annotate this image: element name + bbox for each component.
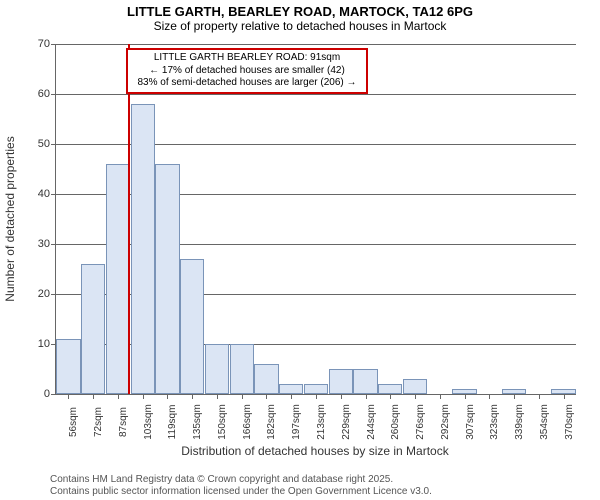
histogram-bar — [81, 264, 105, 394]
attribution-text: Contains HM Land Registry data © Crown c… — [50, 474, 432, 498]
xtick-mark — [118, 394, 119, 399]
histogram-bar — [403, 379, 427, 394]
xtick-mark — [390, 394, 391, 399]
annotation-line: LITTLE GARTH BEARLEY ROAD: 91sqm — [132, 52, 362, 65]
xtick-label: 135sqm — [192, 404, 203, 440]
gridline — [56, 94, 576, 95]
xtick-label: 276sqm — [415, 404, 426, 440]
xtick-label: 292sqm — [440, 404, 451, 440]
xtick-mark — [564, 394, 565, 399]
ytick-label: 40 — [38, 188, 56, 200]
ytick-label: 60 — [38, 88, 56, 100]
xtick-label: 323sqm — [489, 404, 500, 440]
xtick-mark — [266, 394, 267, 399]
ytick-label: 70 — [38, 38, 56, 50]
xtick-mark — [539, 394, 540, 399]
xtick-label: 354sqm — [539, 404, 550, 440]
histogram-bar — [279, 384, 303, 394]
xtick-mark — [242, 394, 243, 399]
xtick-label: 56sqm — [68, 407, 79, 437]
xtick-label: 244sqm — [366, 404, 377, 440]
histogram-bar — [180, 259, 204, 394]
xtick-mark — [366, 394, 367, 399]
xtick-label: 197sqm — [291, 404, 302, 440]
y-axis-label: Number of detached properties — [3, 136, 17, 301]
xtick-label: 87sqm — [118, 407, 129, 437]
xtick-label: 260sqm — [390, 404, 401, 440]
histogram-bar — [452, 389, 476, 394]
histogram-bar — [378, 384, 402, 394]
xtick-label: 150sqm — [217, 404, 228, 440]
xtick-label: 72sqm — [93, 407, 104, 437]
ytick-label: 10 — [38, 338, 56, 350]
xtick-mark — [489, 394, 490, 399]
xtick-label: 182sqm — [266, 404, 277, 440]
histogram-bar — [155, 164, 179, 394]
xtick-mark — [192, 394, 193, 399]
xtick-mark — [143, 394, 144, 399]
ytick-label: 50 — [38, 138, 56, 150]
histogram-bar — [304, 384, 328, 394]
xtick-mark — [341, 394, 342, 399]
xtick-mark — [167, 394, 168, 399]
histogram-bar — [551, 389, 575, 394]
histogram-bar — [131, 104, 155, 394]
annotation-line: 83% of semi-detached houses are larger (… — [132, 77, 362, 90]
property-marker-line — [128, 44, 130, 394]
xtick-mark — [514, 394, 515, 399]
xtick-label: 339sqm — [514, 404, 525, 440]
xtick-label: 307sqm — [465, 404, 476, 440]
histogram-bar — [502, 389, 526, 394]
property-size-histogram: LITTLE GARTH, BEARLEY ROAD, MARTOCK, TA1… — [0, 0, 600, 500]
xtick-mark — [316, 394, 317, 399]
histogram-bar — [329, 369, 353, 394]
ytick-label: 30 — [38, 238, 56, 250]
annotation-line: ← 17% of detached houses are smaller (42… — [132, 65, 362, 78]
histogram-bar — [254, 364, 278, 394]
xtick-mark — [440, 394, 441, 399]
histogram-bar — [56, 339, 80, 394]
xtick-mark — [291, 394, 292, 399]
attribution-line2: Contains public sector information licen… — [50, 486, 432, 498]
histogram-bar — [230, 344, 254, 394]
xtick-label: 370sqm — [564, 404, 575, 440]
xtick-label: 166sqm — [242, 404, 253, 440]
xtick-mark — [68, 394, 69, 399]
xtick-mark — [465, 394, 466, 399]
xtick-label: 119sqm — [167, 405, 178, 440]
x-axis-label: Distribution of detached houses by size … — [55, 444, 575, 458]
chart-title-line1: LITTLE GARTH, BEARLEY ROAD, MARTOCK, TA1… — [0, 0, 600, 19]
ytick-label: 20 — [38, 288, 56, 300]
xtick-label: 229sqm — [341, 404, 352, 440]
histogram-bar — [205, 344, 229, 394]
gridline — [56, 44, 576, 45]
annotation-box: LITTLE GARTH BEARLEY ROAD: 91sqm← 17% of… — [126, 48, 368, 94]
ytick-label: 0 — [44, 388, 56, 400]
xtick-label: 103sqm — [143, 404, 154, 440]
xtick-mark — [217, 394, 218, 399]
chart-title-line2: Size of property relative to detached ho… — [0, 19, 600, 35]
histogram-bar — [106, 164, 130, 394]
xtick-label: 213sqm — [316, 404, 327, 440]
xtick-mark — [415, 394, 416, 399]
xtick-mark — [93, 394, 94, 399]
attribution-line1: Contains HM Land Registry data © Crown c… — [50, 474, 432, 486]
histogram-bar — [353, 369, 377, 394]
plot-area: 01020304050607056sqm72sqm87sqm103sqm119s… — [55, 44, 576, 395]
